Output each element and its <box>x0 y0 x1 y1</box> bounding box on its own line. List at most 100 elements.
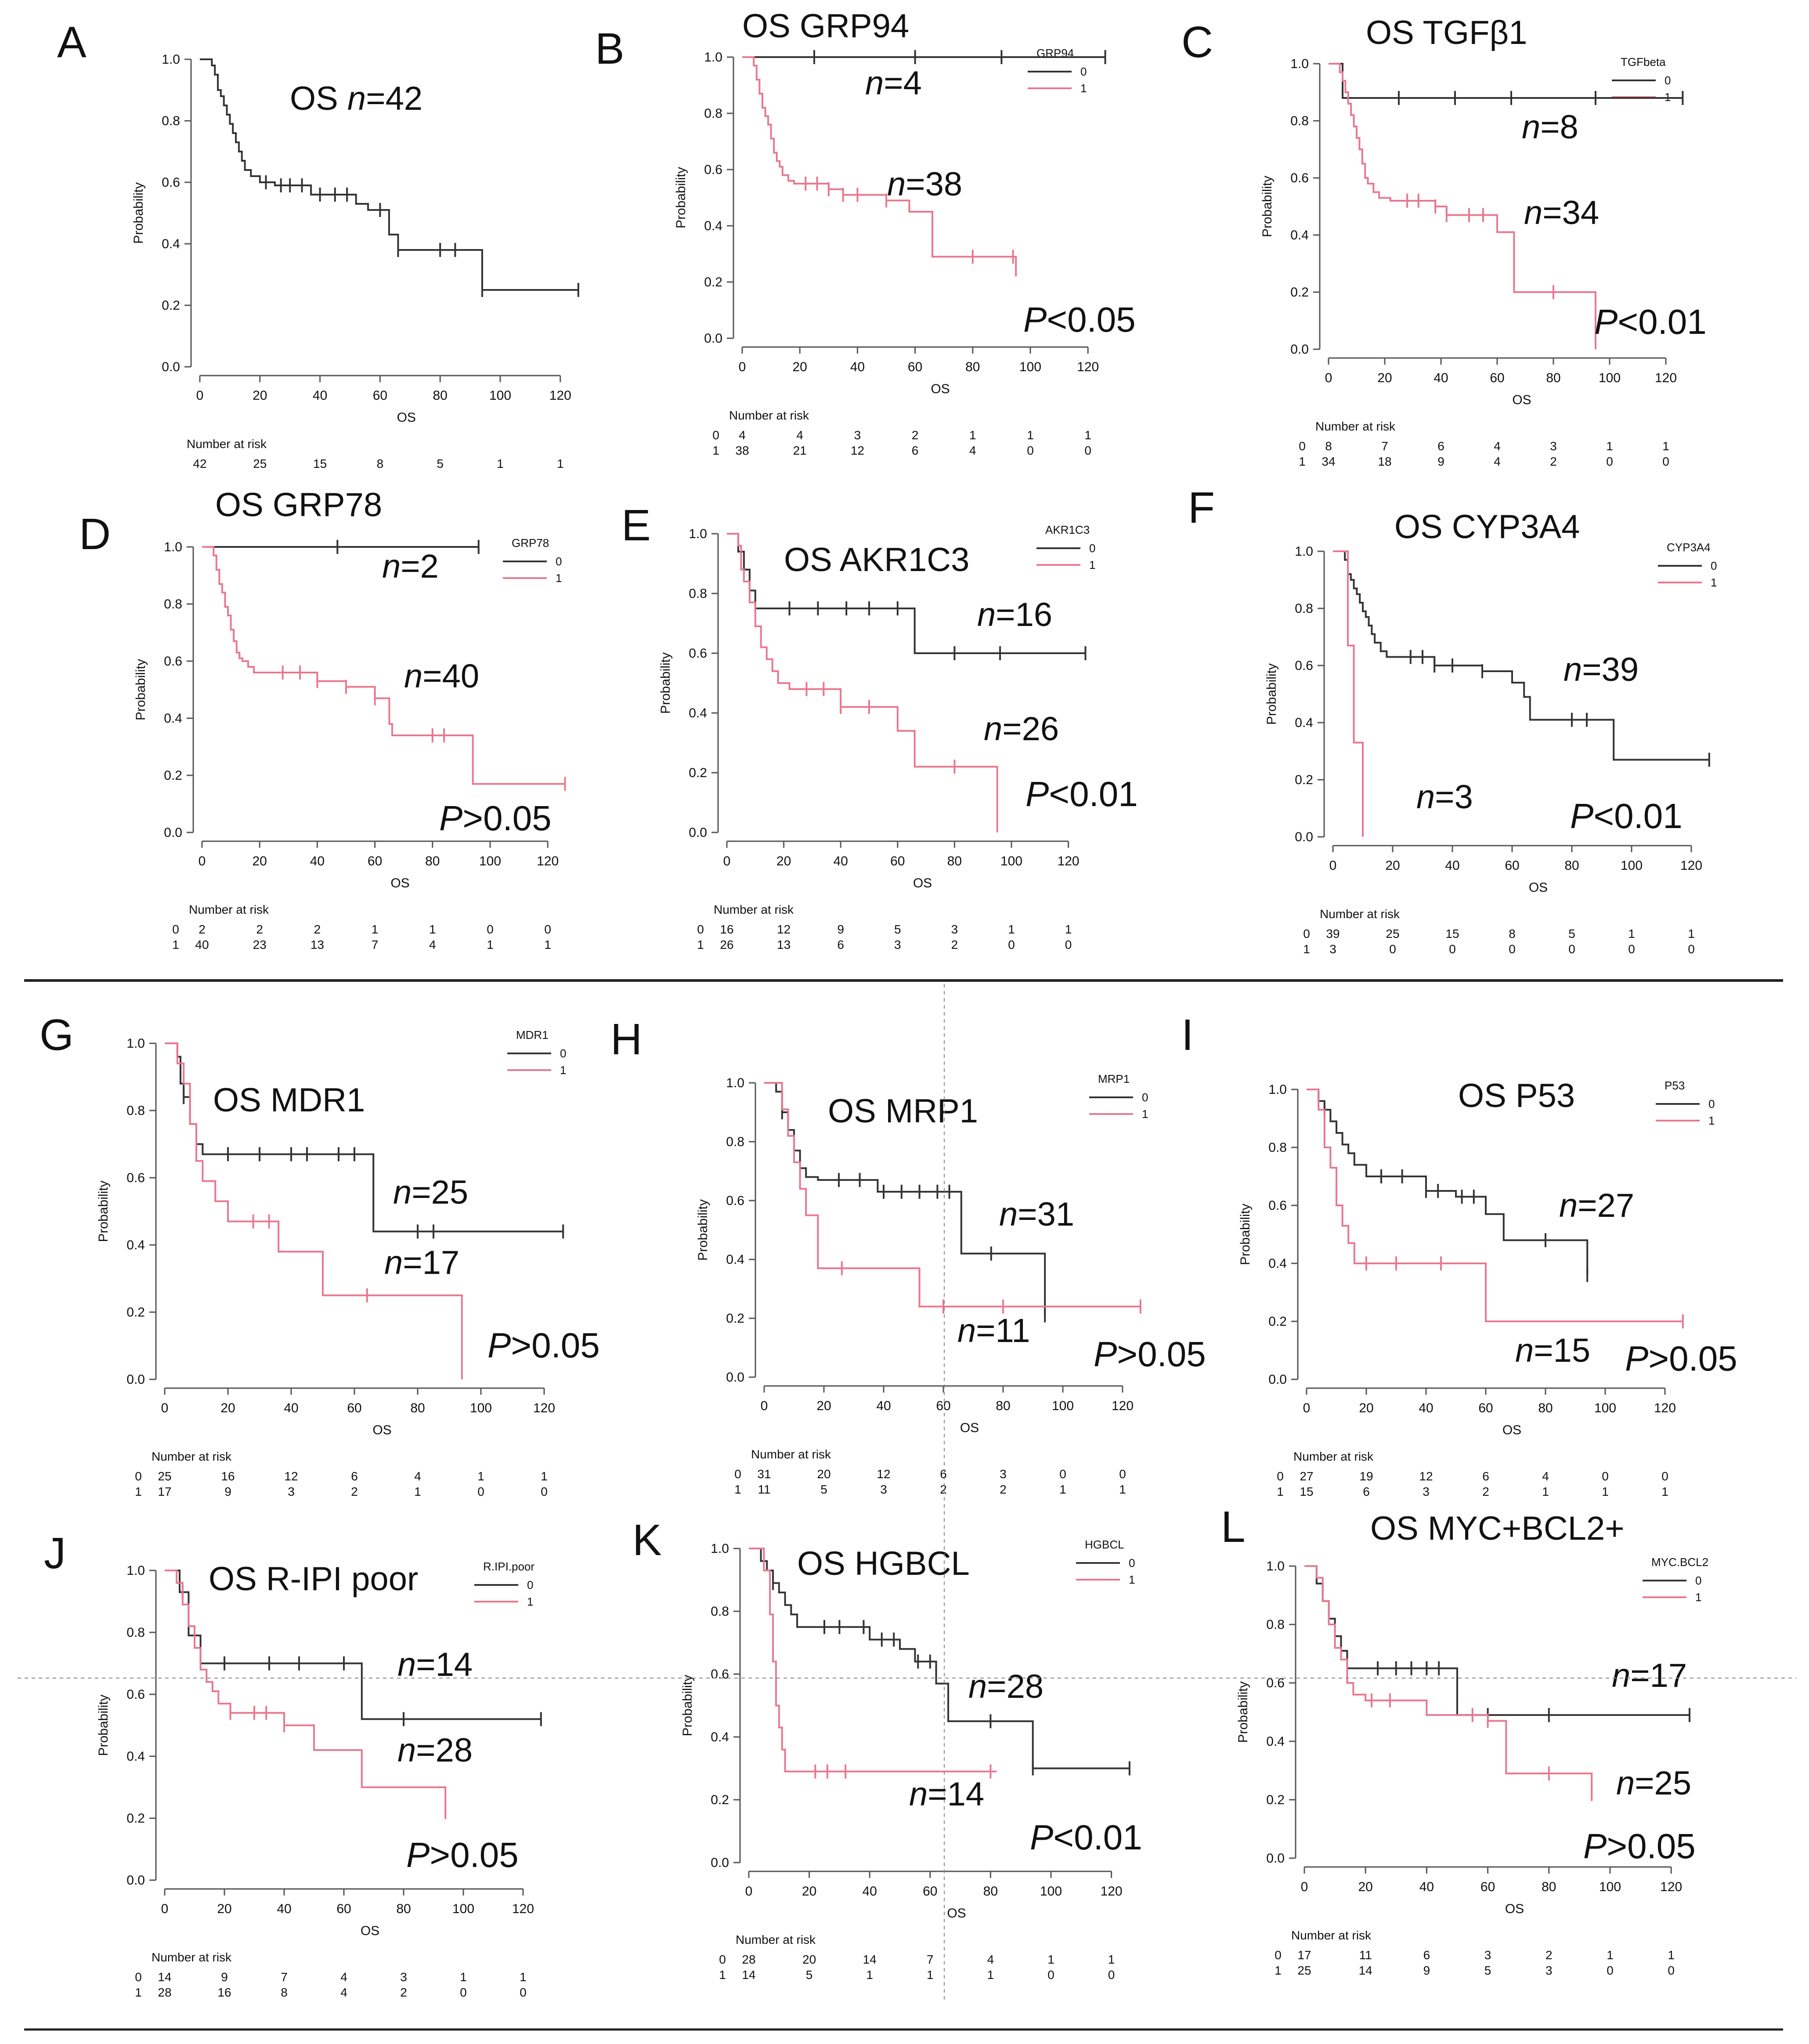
risk-title: Number at risk <box>1320 907 1400 921</box>
risk-value: 2 <box>1545 1948 1553 1962</box>
n-label-0: n=4 <box>865 65 922 102</box>
n-label-0-italic: n <box>1559 1187 1578 1224</box>
risk-value: 8 <box>377 457 384 470</box>
risk-value: 0 <box>487 923 494 936</box>
panel-letter: C <box>1181 18 1213 67</box>
n-label-1-italic: n <box>1416 778 1435 816</box>
risk-title: Number at risk <box>152 1950 232 1964</box>
legend-title: CYP3A4 <box>1667 541 1711 554</box>
x-tick-label: 0 <box>161 1902 169 1916</box>
n-label-0-italic: n <box>1522 109 1540 146</box>
legend-label: 1 <box>527 1595 533 1608</box>
y-tick-label: 1.0 <box>164 540 182 554</box>
risk-value: 13 <box>777 938 791 951</box>
x-tick-label: 0 <box>1329 858 1337 873</box>
y-tick-label: 0.8 <box>704 106 722 121</box>
x-tick-label: 100 <box>1019 360 1041 374</box>
n-label-1-italic: n <box>404 658 422 695</box>
risk-value: 4 <box>969 444 976 457</box>
panel-letter: H <box>610 1015 642 1064</box>
n-label-0-rest: =28 <box>987 1668 1044 1705</box>
n-label-1-rest: =40 <box>422 658 479 695</box>
n-label-1-rest: =11 <box>976 1312 1030 1349</box>
legend-title: MYC.BCL2 <box>1651 1556 1708 1569</box>
x-tick-label: 0 <box>161 1401 169 1415</box>
x-tick-label: 20 <box>1358 1880 1373 1894</box>
n-label-1-italic: n <box>384 1244 403 1281</box>
x-tick-label: 40 <box>1419 1880 1434 1894</box>
risk-title: Number at risk <box>189 903 269 916</box>
p-value: P<0.01 <box>1025 774 1138 814</box>
x-tick-label: 100 <box>470 1401 492 1415</box>
x-tick-label: 0 <box>761 1399 768 1413</box>
y-tick-label: 0.0 <box>1266 1851 1285 1866</box>
y-tick-label: 1.0 <box>126 1563 145 1578</box>
risk-value: 9 <box>224 1485 231 1498</box>
km-curve-all <box>200 58 578 291</box>
y-tick-label: 0.4 <box>162 237 180 251</box>
panel-d: D0.00.20.40.60.81.00 20 40 60 80 100 120Probab… <box>79 486 566 951</box>
x-tick-label: 40 <box>1419 1401 1433 1415</box>
y-tick-label: 0.6 <box>711 1667 729 1682</box>
risk-value: 1 <box>487 938 494 951</box>
n-label-1: n=28 <box>397 1732 473 1769</box>
risk-group-label: 1 <box>1277 1485 1284 1498</box>
risk-value: 4 <box>739 428 746 442</box>
x-tick-label: 120 <box>1058 854 1080 868</box>
risk-value: 5 <box>894 923 901 936</box>
x-tick-label: 60 <box>1480 1880 1495 1894</box>
x-tick-label: 20 <box>220 1401 235 1415</box>
n-label-1: n=38 <box>887 166 962 203</box>
risk-value: 1 <box>1084 428 1091 442</box>
risk-group-label: 0 <box>719 1953 726 1966</box>
p-value: P>0.05 <box>1583 1827 1696 1866</box>
y-tick-label: 0.8 <box>1266 1617 1285 1632</box>
n-label-0-italic: n <box>977 596 996 633</box>
risk-value: 5 <box>1484 1964 1491 1977</box>
risk-value: 3 <box>288 1485 295 1498</box>
risk-value: 23 <box>253 938 267 951</box>
panel-title-text: OS GRP78 <box>215 486 382 524</box>
risk-value: 2 <box>199 923 206 936</box>
y-tick-label: 0.8 <box>1290 114 1309 128</box>
x-tick-label: 100 <box>452 1902 474 1916</box>
risk-value: 11 <box>1359 1948 1372 1962</box>
panel-title: OS GRP78 <box>215 486 382 524</box>
panel-letter: G <box>40 1010 74 1060</box>
risk-value: 0 <box>1509 942 1516 956</box>
risk-value: 3 <box>400 1970 407 1984</box>
x-tick-label: 60 <box>368 854 382 868</box>
km-curve-1 <box>1304 1565 1593 1794</box>
x-tick-label: 0 <box>1301 1880 1308 1894</box>
n-label-1-italic: n <box>1524 194 1542 232</box>
risk-value: 12 <box>284 1469 298 1483</box>
legend-label: 1 <box>1089 558 1095 572</box>
risk-value: 5 <box>437 457 444 470</box>
legend-title: MRP1 <box>1098 1072 1130 1085</box>
risk-value: 0 <box>1059 1467 1066 1481</box>
km-curve-0 <box>727 533 1086 654</box>
risk-value: 28 <box>742 1953 755 1966</box>
risk-value: 4 <box>429 938 436 951</box>
risk-value: 0 <box>460 1986 467 1999</box>
y-tick-label: 0.0 <box>162 360 180 374</box>
risk-value: 16 <box>217 1986 231 1999</box>
x-tick-label: 20 <box>253 854 267 868</box>
x-tick-label: 120 <box>533 1401 555 1415</box>
y-axis-label: Probability <box>696 1199 710 1261</box>
risk-value: 3 <box>1329 942 1336 956</box>
risk-value: 7 <box>281 1970 288 1984</box>
x-tick-label: 80 <box>410 1401 425 1415</box>
risk-value: 0 <box>1108 1968 1115 1982</box>
p-value-rest: <0.05 <box>1047 300 1135 339</box>
risk-value: 42 <box>193 457 206 470</box>
risk-value: 20 <box>802 1953 816 1966</box>
risk-value: 1 <box>1602 1485 1609 1498</box>
km-curve-1 <box>727 533 998 832</box>
n-label-0: n=8 <box>1522 109 1578 146</box>
panel-letter: F <box>1188 483 1215 532</box>
risk-value: 0 <box>1661 1469 1668 1483</box>
risk-value: 2 <box>940 1483 947 1496</box>
n-label-0-italic: n <box>968 1668 987 1705</box>
risk-value: 25 <box>1386 927 1399 941</box>
